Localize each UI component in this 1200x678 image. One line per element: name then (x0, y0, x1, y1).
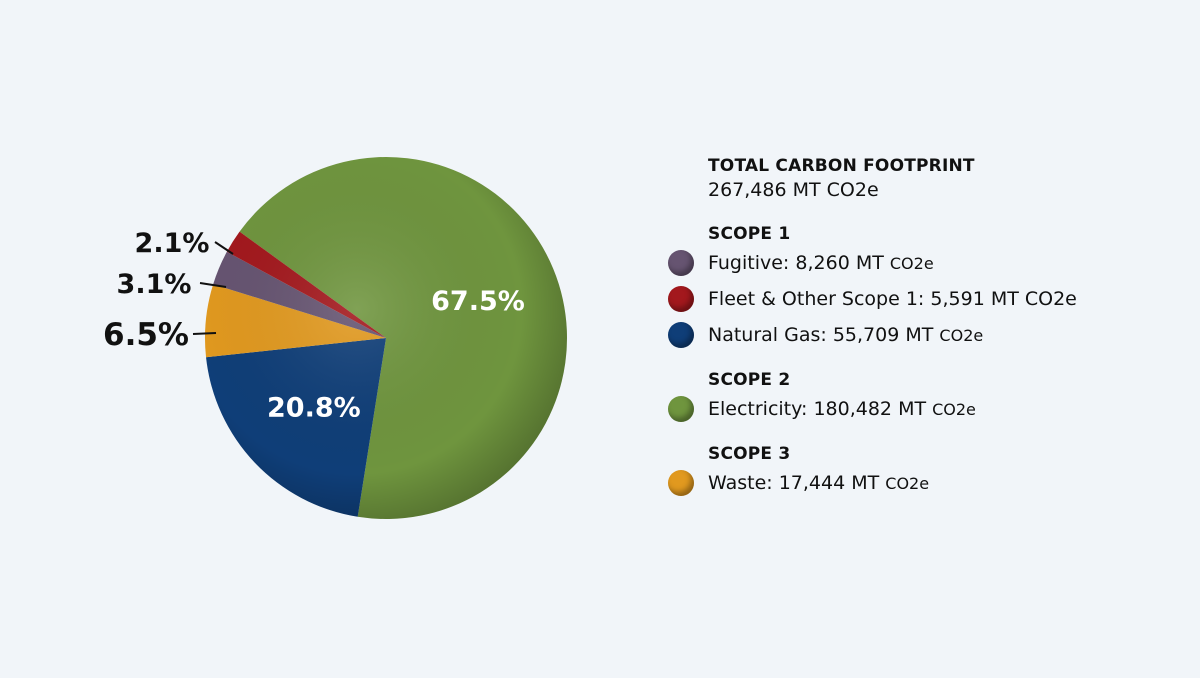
scope-2-group: SCOPE 2 Electricity: 180,482 MT CO2e (668, 369, 1188, 427)
legend-item-amount: 180,482 MT (813, 398, 927, 420)
legend-item-name: Waste: (708, 472, 773, 494)
legend: TOTAL CARBON FOOTPRINT 267,486 MT CO2e S… (668, 155, 1188, 517)
legend-item-unit: CO2e (885, 474, 930, 493)
legend-item-waste: Waste: 17,444 MT CO2e (668, 465, 1188, 501)
legend-item-name: Natural Gas: (708, 324, 827, 346)
electricity-swatch (668, 396, 694, 422)
waste-swatch (668, 470, 694, 496)
scope-heading: SCOPE 3 (708, 444, 791, 464)
legend-item-unit: CO2e (1024, 288, 1077, 310)
legend-item-name: Fleet & Other Scope 1: (708, 288, 925, 310)
legend-item-natural-gas: Natural Gas: 55,709 MT CO2e (668, 317, 1188, 353)
legend-item-unit: CO2e (939, 326, 984, 345)
legend-item-amount: 17,444 MT (778, 472, 880, 494)
slice-label-inside: 20.8% (267, 393, 361, 424)
slice-label-outside: 6.5% (103, 317, 189, 353)
legend-item-unit: CO2e (889, 254, 934, 273)
fleet-swatch (668, 286, 694, 312)
scope-heading: SCOPE 2 (708, 370, 791, 390)
legend-item-electricity: Electricity: 180,482 MT CO2e (668, 391, 1188, 427)
scope-1-group: SCOPE 1 Fugitive: 8,260 MT CO2e Fleet & … (668, 223, 1188, 353)
total-heading: TOTAL CARBON FOOTPRINT (708, 156, 975, 176)
fugitive-swatch (668, 250, 694, 276)
scope-3-group: SCOPE 3 Waste: 17,444 MT CO2e (668, 443, 1188, 501)
legend-item-amount: 55,709 MT (832, 324, 934, 346)
natural-gas-swatch (668, 322, 694, 348)
total-value: 267,486 MT CO2e (708, 179, 879, 201)
pie-slice-natural-gas (206, 338, 386, 517)
scope-heading: SCOPE 1 (708, 224, 791, 244)
legend-item-amount: 8,260 MT (795, 252, 884, 274)
legend-item-fugitive: Fugitive: 8,260 MT CO2e (668, 245, 1188, 281)
leader-line (199, 282, 227, 288)
legend-item-name: Fugitive: (708, 252, 790, 274)
legend-item-amount: 5,591 MT (930, 288, 1019, 310)
leader-line (192, 332, 217, 335)
pie-chart: 67.5% 20.8% 6.5% 3.1% 2.1% (103, 157, 567, 519)
slice-label-outside: 3.1% (117, 269, 192, 300)
slice-label-inside: 67.5% (431, 286, 525, 317)
legend-item-name: Electricity: (708, 398, 808, 420)
slice-label-outside: 2.1% (135, 228, 210, 259)
legend-item-unit: CO2e (932, 400, 976, 419)
leader-line (214, 241, 234, 255)
legend-item-fleet: Fleet & Other Scope 1: 5,591 MT CO2e (668, 281, 1188, 317)
